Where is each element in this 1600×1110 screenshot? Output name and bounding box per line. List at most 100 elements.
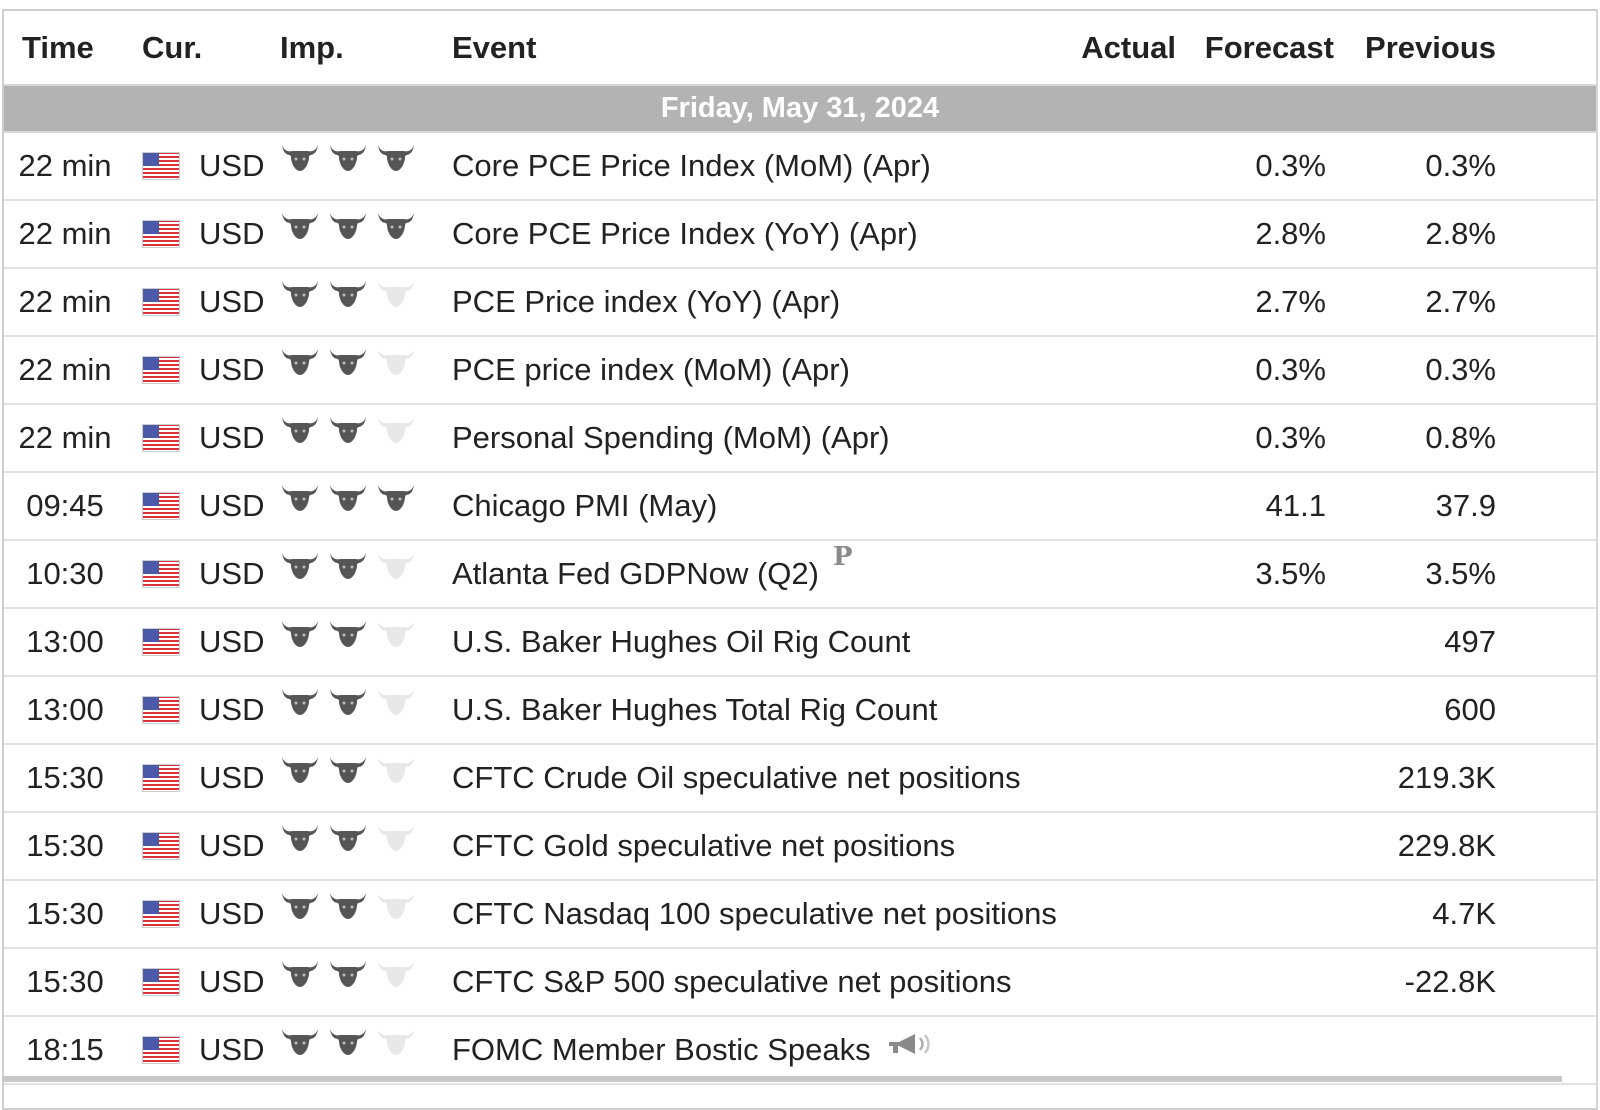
event-row[interactable]: 22 min USD Personal Spending (MoM) (Apr) 0.… xyxy=(4,404,1596,473)
row-spacer xyxy=(1496,336,1596,405)
event-row[interactable]: 15:30 USD CFTC Gold speculative net positi… xyxy=(4,812,1596,881)
row-spacer xyxy=(1496,200,1596,269)
event-title-cell[interactable]: Core PCE Price Index (MoM) (Apr) xyxy=(432,132,1046,201)
us-flag-icon xyxy=(142,424,180,452)
event-importance xyxy=(264,812,432,881)
bull-importance-icon xyxy=(330,893,366,919)
event-row[interactable]: 15:30 USD CFTC S&P 500 speculative net pos… xyxy=(4,948,1596,1017)
event-row[interactable]: 15:30 USD CFTC Crude Oil speculative net p… xyxy=(4,744,1596,813)
row-spacer xyxy=(1496,1016,1596,1085)
event-title[interactable]: Core PCE Price Index (YoY) (Apr) xyxy=(452,216,918,251)
bull-importance-icon xyxy=(378,281,414,307)
event-row[interactable]: 22 min USD PCE Price index (YoY) (Apr) 2.7%… xyxy=(4,268,1596,337)
event-title-cell[interactable]: CFTC Gold speculative net positions xyxy=(432,812,1046,881)
us-flag-icon xyxy=(142,220,180,248)
event-currency-cell: USD xyxy=(126,404,265,473)
event-title[interactable]: Personal Spending (MoM) (Apr) xyxy=(452,420,890,455)
event-currency: USD xyxy=(199,284,265,319)
bull-importance-icon xyxy=(282,689,318,715)
day-separator: Friday, May 31, 2024 xyxy=(4,85,1596,133)
event-title[interactable]: Atlanta Fed GDPNow (Q2) xyxy=(452,556,819,591)
event-title-cell[interactable]: CFTC S&P 500 speculative net positions xyxy=(432,948,1046,1017)
event-title-cell[interactable]: PCE Price index (YoY) (Apr) xyxy=(432,268,1046,337)
event-row[interactable]: 13:00 USD U.S. Baker Hughes Total Rig Coun… xyxy=(4,676,1596,745)
event-previous: 3.5% xyxy=(1334,540,1496,609)
event-previous: 0.3% xyxy=(1334,132,1496,201)
event-currency: USD xyxy=(199,420,265,455)
event-row[interactable]: 22 min USD Core PCE Price Index (MoM) (Apr… xyxy=(4,132,1596,201)
calendar-table: Time Cur. Imp. Event Actual Forecast Pre… xyxy=(4,11,1596,1085)
event-forecast xyxy=(1176,676,1334,745)
event-title[interactable]: PCE price index (MoM) (Apr) xyxy=(452,352,850,387)
event-title[interactable]: FOMC Member Bostic Speaks xyxy=(452,1032,871,1067)
event-title[interactable]: CFTC Gold speculative net positions xyxy=(452,828,956,863)
event-row[interactable]: 22 min USD PCE price index (MoM) (Apr) 0.3%… xyxy=(4,336,1596,405)
event-importance xyxy=(264,540,432,609)
event-time: 15:30 xyxy=(4,948,126,1017)
event-currency: USD xyxy=(199,352,265,387)
event-currency: USD xyxy=(199,896,265,931)
event-row[interactable]: 15:30 USD CFTC Nasdaq 100 speculative net … xyxy=(4,880,1596,949)
event-title[interactable]: PCE Price index (YoY) (Apr) xyxy=(452,284,841,319)
us-flag-icon xyxy=(142,628,180,656)
event-forecast xyxy=(1176,948,1334,1017)
bull-importance-icon xyxy=(378,689,414,715)
event-forecast: 2.7% xyxy=(1176,268,1334,337)
us-flag-icon xyxy=(142,492,180,520)
row-spacer xyxy=(1496,132,1596,201)
table-bottom-border xyxy=(2,1076,1562,1082)
event-currency-cell: USD xyxy=(126,812,264,881)
event-actual xyxy=(1046,608,1176,677)
event-importance xyxy=(264,404,432,473)
event-actual xyxy=(1046,336,1176,405)
event-title-cell[interactable]: U.S. Baker Hughes Total Rig Count xyxy=(432,676,1046,745)
row-spacer xyxy=(1496,812,1596,881)
event-title[interactable]: Chicago PMI (May) xyxy=(452,488,718,523)
bull-importance-icon xyxy=(378,213,414,239)
event-title-cell[interactable]: Personal Spending (MoM) (Apr) xyxy=(432,404,1046,473)
event-title[interactable]: CFTC Nasdaq 100 speculative net position… xyxy=(452,896,1057,931)
event-time: 22 min xyxy=(4,336,126,405)
bull-importance-icon xyxy=(330,757,366,783)
bull-importance-icon xyxy=(282,281,318,307)
us-flag-icon xyxy=(142,288,180,316)
event-currency-cell: USD xyxy=(126,540,264,609)
event-title-cell[interactable]: FOMC Member Bostic Speaks xyxy=(432,1016,1046,1085)
event-time: 15:30 xyxy=(4,880,126,949)
event-importance xyxy=(264,948,432,1017)
bull-importance-icon xyxy=(330,281,366,307)
row-spacer xyxy=(1496,880,1596,949)
event-title[interactable]: U.S. Baker Hughes Oil Rig Count xyxy=(452,624,911,659)
event-title-cell[interactable]: Chicago PMI (May) xyxy=(432,472,1046,541)
header-currency: Cur. xyxy=(126,11,264,86)
header-actual: Actual xyxy=(1046,11,1176,86)
event-actual xyxy=(1046,812,1176,881)
event-forecast: 2.8% xyxy=(1176,200,1334,269)
event-title-cell[interactable]: CFTC Nasdaq 100 speculative net position… xyxy=(432,880,1057,949)
bull-importance-icon xyxy=(282,1029,318,1055)
bull-importance-icon xyxy=(378,485,414,511)
event-time: 22 min xyxy=(4,132,126,201)
event-forecast: 3.5% xyxy=(1176,540,1334,609)
us-flag-icon xyxy=(142,1036,180,1064)
event-previous: 219.3K xyxy=(1334,744,1496,813)
event-currency: USD xyxy=(199,216,265,251)
event-title-cell[interactable]: U.S. Baker Hughes Oil Rig Count xyxy=(432,608,1046,677)
event-title[interactable]: CFTC Crude Oil speculative net positions xyxy=(452,760,1021,795)
speech-icon xyxy=(888,1033,930,1054)
event-actual xyxy=(1046,744,1176,813)
event-title-cell[interactable]: Atlanta Fed GDPNow (Q2) P xyxy=(432,540,1046,609)
event-row[interactable]: 09:45 USD Chicago PMI (May) 41.1 37.9 xyxy=(4,472,1596,541)
event-row[interactable]: 10:30 USD Atlanta Fed GDPNow (Q2) P 3.5% 3.5% xyxy=(4,540,1596,609)
event-row[interactable]: 22 min USD Core PCE Price Index (YoY) (Apr… xyxy=(4,200,1596,269)
event-title[interactable]: Core PCE Price Index (MoM) (Apr) xyxy=(452,148,931,183)
row-spacer xyxy=(1496,676,1596,745)
event-title[interactable]: U.S. Baker Hughes Total Rig Count xyxy=(452,692,938,727)
event-title-cell[interactable]: Core PCE Price Index (YoY) (Apr) xyxy=(432,200,1046,269)
event-title-cell[interactable]: PCE price index (MoM) (Apr) xyxy=(432,336,1046,405)
event-title[interactable]: CFTC S&P 500 speculative net positions xyxy=(452,964,1012,999)
event-time: 22 min xyxy=(4,404,126,473)
event-row[interactable]: 18:15 USD FOMC Member Bostic Speaks xyxy=(4,1016,1596,1085)
event-row[interactable]: 13:00 USD U.S. Baker Hughes Oil Rig Count 4… xyxy=(4,608,1596,677)
event-title-cell[interactable]: CFTC Crude Oil speculative net positions xyxy=(432,744,1046,813)
